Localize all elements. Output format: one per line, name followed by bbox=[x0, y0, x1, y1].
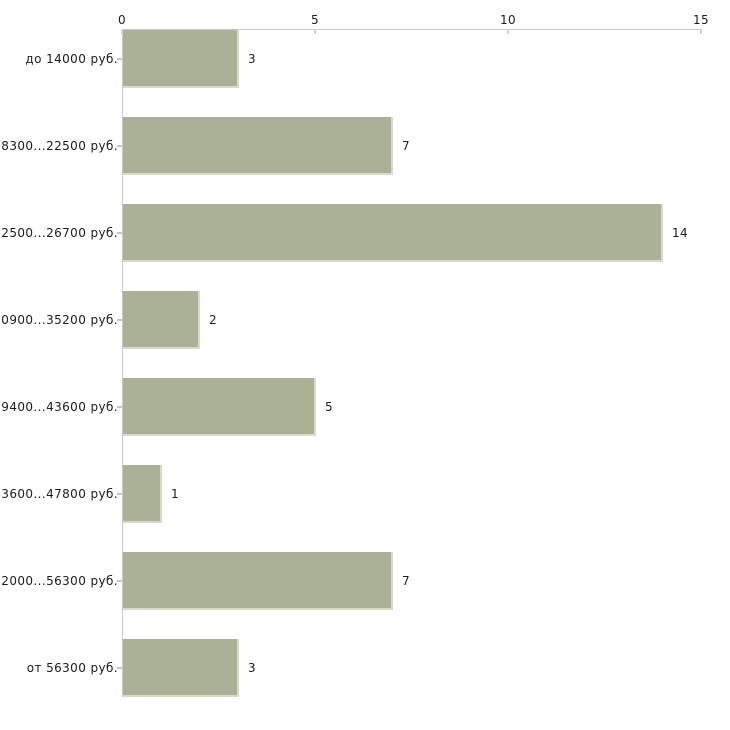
y-tick-mark bbox=[117, 406, 122, 408]
bar bbox=[123, 465, 162, 523]
y-tick-mark bbox=[117, 319, 122, 321]
bar bbox=[123, 291, 200, 349]
category-label: 39400...43600 руб. bbox=[0, 400, 118, 414]
value-label: 1 bbox=[171, 487, 180, 501]
category-label: 30900...35200 руб. bbox=[0, 313, 118, 327]
value-label: 7 bbox=[402, 139, 411, 153]
y-tick-mark bbox=[117, 580, 122, 582]
x-tick-mark bbox=[121, 29, 123, 34]
y-tick-mark bbox=[117, 667, 122, 669]
bar bbox=[123, 552, 393, 610]
bar bbox=[123, 117, 393, 175]
value-label: 7 bbox=[402, 574, 411, 588]
category-label: от 56300 руб. bbox=[26, 661, 118, 675]
x-tick-mark bbox=[507, 29, 509, 34]
x-tick-mark bbox=[700, 29, 702, 34]
y-axis-line bbox=[122, 29, 123, 697]
value-label: 3 bbox=[248, 661, 257, 675]
bar bbox=[123, 204, 663, 262]
category-label: 22500...26700 руб. bbox=[0, 226, 118, 240]
category-label: до 14000 руб. bbox=[25, 52, 118, 66]
value-label: 5 bbox=[325, 400, 334, 414]
y-tick-mark bbox=[117, 58, 122, 60]
x-tick-label: 0 bbox=[117, 13, 127, 27]
y-tick-mark bbox=[117, 145, 122, 147]
value-label: 2 bbox=[209, 313, 218, 327]
y-tick-mark bbox=[117, 493, 122, 495]
x-tick-mark bbox=[314, 29, 316, 34]
category-label: 18300...22500 руб. bbox=[0, 139, 118, 153]
x-tick-label: 5 bbox=[310, 13, 320, 27]
bar bbox=[123, 378, 316, 436]
category-label: 43600...47800 руб. bbox=[0, 487, 118, 501]
x-tick-label: 15 bbox=[692, 13, 710, 27]
bar bbox=[123, 639, 239, 697]
x-axis-line bbox=[122, 29, 702, 30]
value-label: 14 bbox=[672, 226, 689, 240]
category-label: 52000...56300 руб. bbox=[0, 574, 118, 588]
x-tick-label: 10 bbox=[499, 13, 517, 27]
value-label: 3 bbox=[248, 52, 257, 66]
y-tick-mark bbox=[117, 232, 122, 234]
bar bbox=[123, 30, 239, 88]
